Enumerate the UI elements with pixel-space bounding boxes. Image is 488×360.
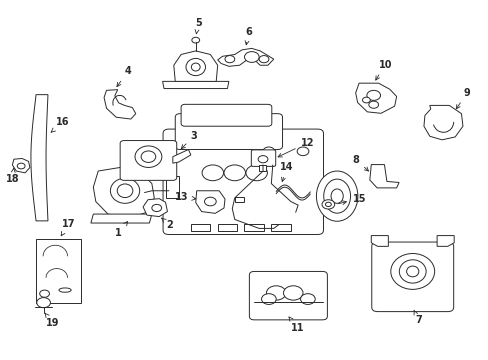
Text: 6: 6 (244, 27, 252, 45)
Bar (234, 197, 244, 202)
Text: 18: 18 (5, 168, 19, 184)
Ellipse shape (330, 189, 343, 203)
FancyBboxPatch shape (175, 114, 282, 149)
Text: 7: 7 (413, 310, 421, 325)
Text: 1: 1 (115, 222, 127, 238)
Circle shape (322, 200, 334, 209)
FancyBboxPatch shape (120, 140, 176, 180)
Text: 4: 4 (117, 66, 131, 87)
FancyBboxPatch shape (371, 242, 453, 312)
Bar (271, 225, 290, 231)
Text: 2: 2 (161, 218, 173, 230)
Circle shape (191, 37, 199, 43)
Polygon shape (143, 199, 167, 217)
Polygon shape (370, 235, 387, 246)
FancyBboxPatch shape (163, 129, 323, 234)
Polygon shape (162, 81, 228, 89)
Circle shape (37, 298, 50, 308)
Circle shape (263, 147, 274, 156)
Circle shape (266, 286, 285, 300)
Circle shape (366, 90, 380, 100)
Polygon shape (195, 191, 224, 213)
Text: 16: 16 (51, 117, 69, 132)
Ellipse shape (135, 146, 162, 167)
Text: 9: 9 (455, 88, 470, 109)
Ellipse shape (390, 253, 434, 289)
Text: 13: 13 (175, 192, 195, 202)
Text: 5: 5 (194, 18, 201, 34)
Polygon shape (104, 90, 136, 119)
Circle shape (300, 294, 315, 305)
Polygon shape (369, 165, 398, 188)
Circle shape (245, 165, 267, 181)
Circle shape (204, 197, 216, 206)
Circle shape (224, 55, 234, 63)
Circle shape (40, 290, 49, 297)
Ellipse shape (399, 260, 425, 283)
Text: 14: 14 (280, 162, 293, 181)
Polygon shape (31, 95, 48, 221)
Circle shape (325, 202, 330, 207)
Polygon shape (93, 167, 154, 218)
Bar (244, 225, 264, 231)
Circle shape (258, 156, 267, 163)
Ellipse shape (316, 171, 357, 221)
Text: 19: 19 (45, 313, 60, 328)
Circle shape (17, 163, 25, 169)
Polygon shape (173, 51, 217, 81)
FancyBboxPatch shape (249, 271, 327, 320)
Circle shape (368, 101, 378, 108)
FancyBboxPatch shape (181, 104, 271, 126)
Text: 10: 10 (375, 60, 391, 80)
Ellipse shape (185, 58, 205, 76)
Circle shape (297, 147, 308, 156)
Ellipse shape (191, 63, 200, 71)
Text: 17: 17 (61, 219, 75, 236)
Circle shape (261, 294, 276, 305)
Text: 15: 15 (338, 194, 366, 204)
Polygon shape (12, 158, 30, 173)
Text: 11: 11 (288, 317, 304, 333)
Text: 12: 12 (278, 138, 313, 157)
Polygon shape (217, 48, 273, 66)
Ellipse shape (59, 288, 71, 292)
Circle shape (202, 165, 223, 181)
Ellipse shape (323, 179, 350, 213)
Ellipse shape (406, 266, 418, 277)
Circle shape (283, 286, 303, 300)
Bar (217, 225, 237, 231)
Circle shape (259, 55, 268, 63)
Bar (259, 165, 266, 171)
Circle shape (224, 165, 245, 181)
Ellipse shape (141, 151, 156, 162)
FancyBboxPatch shape (251, 150, 275, 166)
Polygon shape (172, 149, 190, 163)
Circle shape (152, 204, 161, 212)
Polygon shape (355, 83, 396, 113)
Circle shape (362, 97, 369, 103)
Bar (190, 225, 210, 231)
Text: 3: 3 (181, 131, 197, 149)
Polygon shape (423, 105, 462, 140)
Ellipse shape (117, 184, 133, 198)
Polygon shape (91, 214, 152, 223)
Ellipse shape (110, 178, 140, 203)
Circle shape (244, 51, 259, 62)
Text: 8: 8 (352, 155, 368, 171)
Polygon shape (436, 235, 453, 246)
Bar (166, 176, 178, 198)
Bar (36, 239, 81, 303)
